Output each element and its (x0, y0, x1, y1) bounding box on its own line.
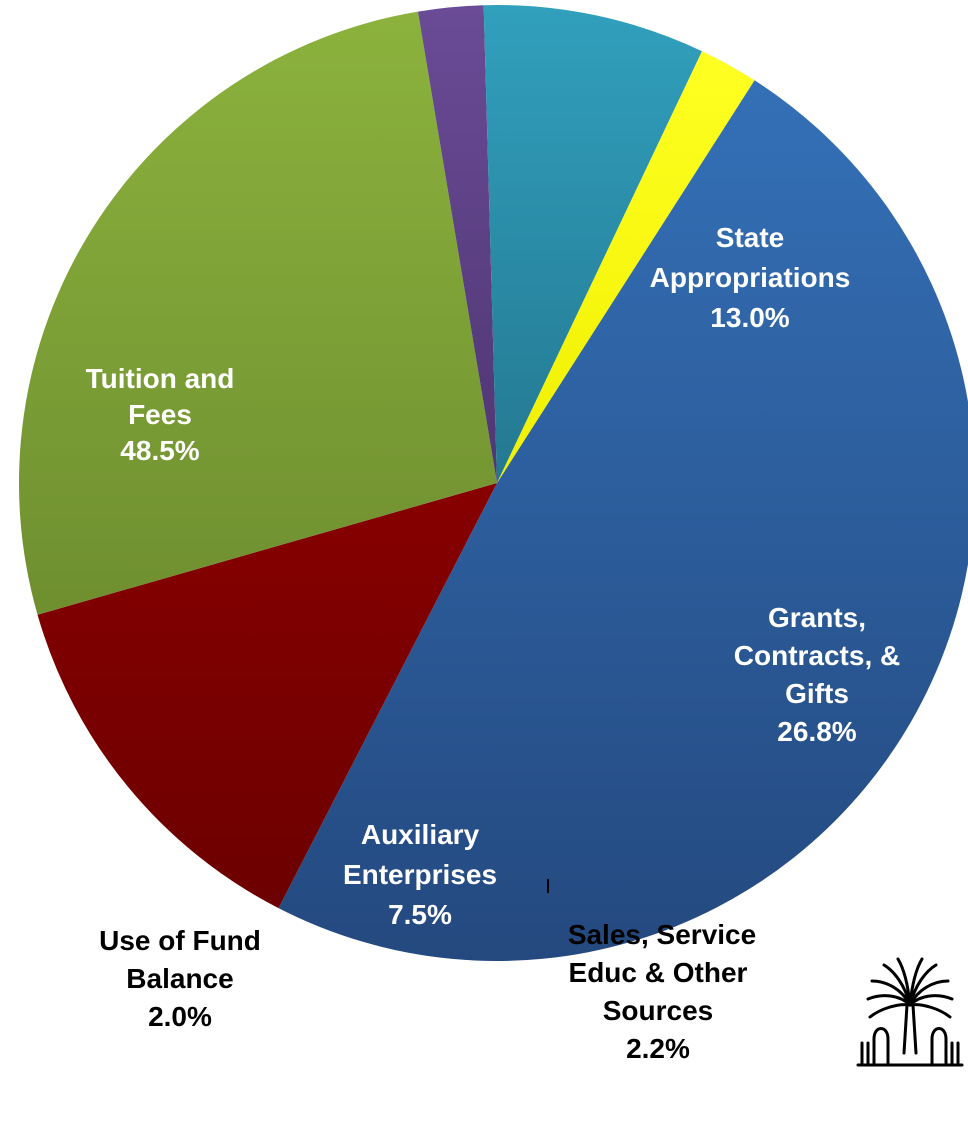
pie-slice-sales (417, 5, 497, 483)
data-label-grants-line-1: Grants, (768, 602, 866, 633)
pie-slice-grants (19, 11, 498, 615)
data-label-fund-balance-line-2: Balance (126, 963, 233, 994)
pie-slice-state (37, 483, 498, 909)
pie-slice-fund-balance (497, 51, 755, 484)
data-label-sales-line-3: Sources (603, 995, 714, 1026)
data-label-state-line-2: Appropriations (650, 262, 851, 293)
data-label-auxiliary-line-1: Auxiliary (361, 819, 480, 850)
palmetto-tree-logo-icon (856, 957, 964, 1067)
pie-slice-auxiliary (483, 5, 703, 484)
data-label-tuition-percent: 48.5% (120, 435, 199, 466)
data-label-auxiliary-percent: 7.5% (388, 899, 452, 930)
data-label-tuition-line-1: Tuition and (86, 363, 235, 394)
data-label-fund-balance-line-1: Use of Fund (99, 925, 261, 956)
data-label-sales-line-2: Educ & Other (569, 957, 748, 988)
data-label-fund-balance-percent: 2.0% (148, 1001, 212, 1032)
pie-slices (19, 5, 968, 961)
data-label-grants-line-3: Gifts (785, 678, 849, 709)
data-label-grants-line-2: Contracts, & (734, 640, 900, 671)
data-label-state-percent: 13.0% (710, 302, 789, 333)
data-label-auxiliary-line-2: Enterprises (343, 859, 497, 890)
data-label-sales-line-1: Sales, Service (568, 919, 756, 950)
pie-slice-tuition (278, 80, 968, 961)
data-label-state-line-1: State (716, 222, 784, 253)
data-label-sales-percent: 2.2% (626, 1033, 690, 1064)
data-label-grants-percent: 26.8% (777, 716, 856, 747)
data-label-tuition-line-2: Fees (128, 399, 192, 430)
